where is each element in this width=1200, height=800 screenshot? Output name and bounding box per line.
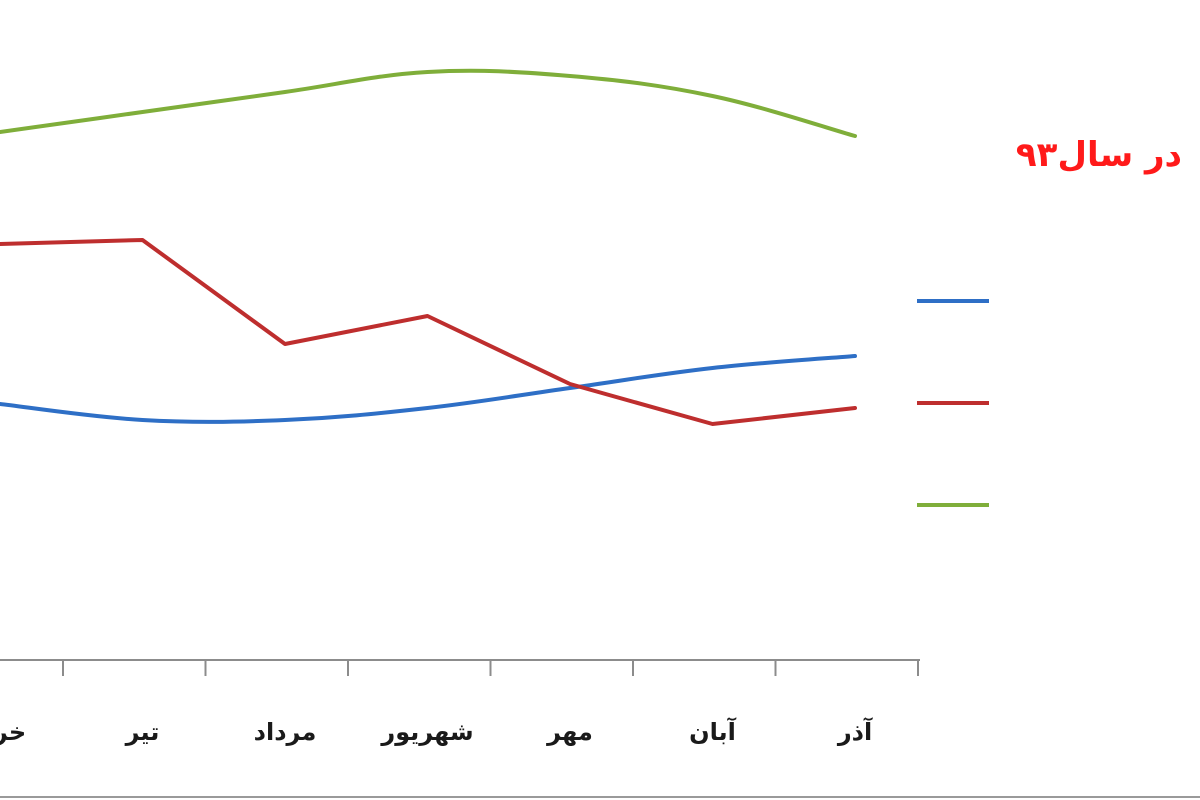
x-tick-label: مهر: [546, 718, 593, 746]
x-tick-label: مرداد: [254, 718, 317, 746]
series-line-3: [0, 68, 857, 138]
chart-title: در سال۹۳: [1015, 135, 1182, 175]
series-line-1: [0, 354, 857, 424]
x-tick-label: خر: [0, 718, 26, 746]
x-tick-label: آذر: [837, 717, 873, 746]
x-tick-label: آبان: [689, 717, 737, 746]
series-line-2: [0, 238, 857, 426]
x-tick-label: تیر: [125, 718, 160, 746]
x-tick-label: شهریور: [380, 718, 473, 746]
